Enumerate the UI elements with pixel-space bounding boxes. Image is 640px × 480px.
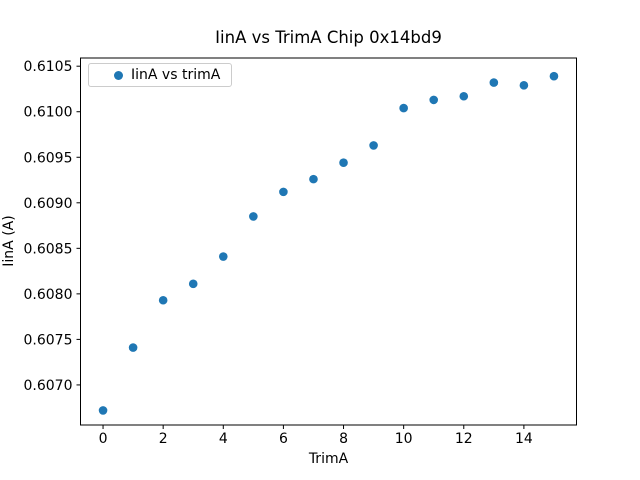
scatter-point [429, 95, 439, 105]
legend: IinA vs trimA [88, 63, 233, 87]
scatter-point [549, 71, 559, 81]
scatter-point [98, 406, 108, 415]
x-tick-label: 6 [279, 431, 288, 447]
scatter-point [279, 187, 288, 197]
y-tick-label: 0.6085 [24, 241, 73, 257]
scatter-point [309, 174, 318, 184]
y-tick-label: 0.6105 [24, 59, 73, 75]
scatter-point [249, 212, 258, 221]
scatter-point [459, 91, 469, 101]
scatter-point [339, 158, 348, 168]
plot-border [80, 57, 577, 426]
x-axis-label: TrimA [308, 451, 349, 467]
x-tick-label: 14 [515, 431, 533, 447]
legend-label: IinA vs trimA [131, 66, 221, 83]
scatter-point [369, 141, 378, 150]
chart-title: IinA vs TrimA Chip 0x14bd9 [215, 28, 442, 47]
legend-marker-icon [114, 70, 123, 80]
x-tick-label: 2 [159, 431, 168, 447]
x-tick-label: 12 [455, 431, 473, 447]
x-tick-label: 8 [339, 431, 348, 447]
scatter-point [218, 252, 228, 261]
x-tick-label: 10 [395, 431, 413, 447]
scatter-point [128, 343, 138, 352]
scatter-point [399, 103, 408, 113]
scatter-point [519, 81, 529, 90]
y-tick-label: 0.6100 [24, 105, 73, 121]
x-tick-label: 0 [99, 431, 108, 447]
x-tick-label: 4 [219, 431, 228, 447]
y-tick-label: 0.6070 [24, 378, 73, 394]
scatter-point [158, 295, 168, 305]
scatter-point [489, 78, 499, 87]
scatter-point [188, 279, 198, 289]
y-tick-label: 0.6095 [24, 150, 73, 166]
y-tick-label: 0.6080 [24, 287, 73, 303]
y-tick-label: 0.6075 [24, 332, 73, 348]
y-tick-label: 0.6090 [24, 196, 73, 212]
